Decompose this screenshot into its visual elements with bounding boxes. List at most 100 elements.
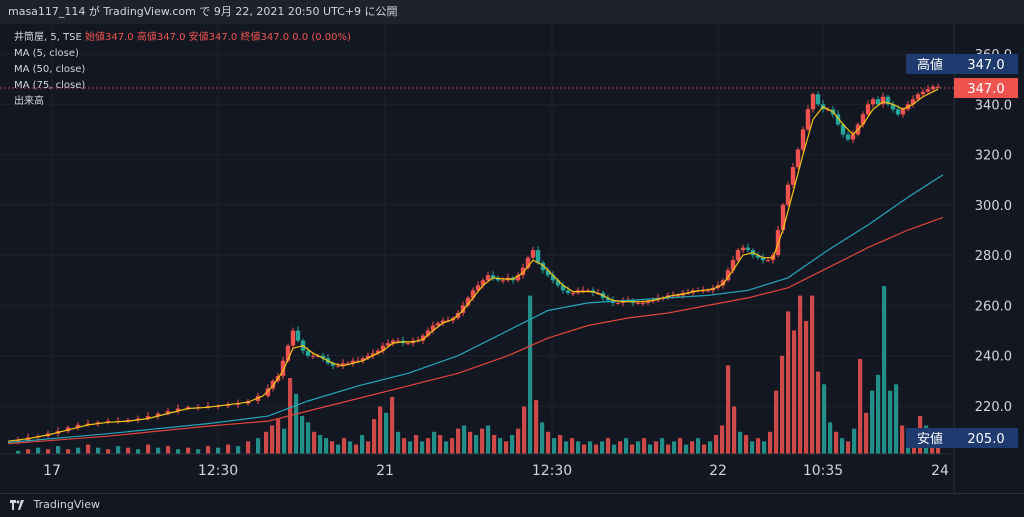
volume-bar (414, 434, 419, 454)
ma5-line (7, 88, 939, 442)
price-chart[interactable]: 360.0340.0320.0300.0280.0260.0240.0220.0… (0, 24, 1024, 493)
volume-bar (408, 441, 413, 454)
volume-bar (618, 441, 623, 454)
volume-bar (300, 415, 305, 454)
candle-body (405, 343, 411, 345)
volume-bar (732, 406, 737, 454)
volume-bar (900, 425, 905, 454)
volume-bar (672, 441, 677, 454)
volume-bar (276, 419, 281, 454)
candle-body (910, 99, 916, 105)
candle-body (380, 345, 386, 351)
legend-ma75[interactable]: MA (75, close) (14, 80, 86, 91)
volume-bar (264, 431, 269, 454)
volume-bar (714, 434, 719, 454)
candle-body (795, 149, 801, 168)
volume-bar (136, 449, 141, 454)
candle-body (395, 340, 401, 342)
candle-body (580, 290, 586, 292)
candle-body (360, 358, 366, 361)
volume-bar (666, 444, 671, 454)
ma75-line (7, 216, 944, 445)
legend-ohlc: 始値347.0 高値347.0 安値347.0 終値347.0 0.0 (0.0… (85, 32, 351, 43)
volume-bar (270, 425, 275, 454)
volume-bar (564, 441, 569, 454)
candle-body (885, 96, 891, 105)
candle-body (95, 422, 101, 424)
candle-body (740, 247, 746, 251)
volume-bar (582, 444, 587, 454)
candle-body (790, 167, 796, 185)
y-tick-label: 340.0 (975, 98, 1012, 113)
legend-ma50[interactable]: MA (50, close) (14, 64, 86, 75)
candle-body (730, 260, 736, 271)
volume-bar (888, 390, 893, 454)
legend-ma5[interactable]: MA (5, close) (14, 48, 79, 59)
legend-volume[interactable]: 出来高 (14, 96, 44, 107)
volume-bar (756, 438, 761, 454)
candle-body (285, 345, 291, 361)
candle-body (295, 330, 301, 341)
volume-bar (576, 441, 581, 454)
candle-body (340, 363, 346, 366)
chart-area[interactable]: 360.0340.0320.0300.0280.0260.0240.0220.0… (0, 24, 1024, 493)
volume-bar (822, 384, 827, 454)
volume-bar (384, 412, 389, 454)
volume-bar (774, 390, 779, 454)
candle-body (390, 340, 396, 344)
volume-bar (786, 311, 791, 454)
y-tick-label: 300.0 (975, 199, 1012, 214)
volume-bar (594, 444, 599, 454)
volume-bar (354, 444, 359, 454)
volume-bar (612, 444, 617, 454)
candle-body (465, 297, 471, 306)
candle-body (525, 257, 531, 268)
volume-bar (708, 441, 713, 454)
candle-body (15, 439, 21, 442)
volume-bar (186, 447, 191, 454)
candle-body (310, 355, 316, 357)
volume-bar (648, 444, 653, 454)
volume-bar (636, 441, 641, 454)
x-tick-label: 12:30 (532, 463, 572, 479)
volume-bar (176, 449, 181, 454)
volume-bar (56, 446, 61, 454)
candle-body (535, 250, 541, 263)
candle-body (745, 247, 751, 251)
x-tick-label: 12:30 (198, 463, 238, 479)
candle-body (520, 267, 526, 276)
volume-bar (510, 434, 515, 454)
legend-symbol-row[interactable]: 井筒屋, 5, TSE 始値347.0 高値347.0 安値347.0 終値34… (14, 30, 351, 46)
volume-bar (226, 444, 231, 454)
candle-body (895, 109, 901, 115)
volume-bar (498, 438, 503, 454)
candle-body (925, 89, 931, 92)
volume-bar (432, 431, 437, 454)
volume-bar (726, 365, 731, 454)
candle-body (65, 427, 71, 432)
volume-bar (426, 438, 431, 454)
candle-body (635, 302, 641, 304)
candle-body (870, 99, 876, 105)
volume-bar (76, 447, 81, 454)
footer-brand: TradingView (33, 498, 100, 511)
high-label: 高値 (917, 57, 943, 73)
volume-bar (236, 446, 241, 454)
volume-bar (624, 438, 629, 454)
candle-body (370, 353, 376, 356)
volume-bar (312, 431, 317, 454)
volume-bar (96, 447, 101, 454)
candle-body (515, 275, 521, 281)
candle-body (205, 406, 211, 408)
volume-bar (106, 449, 111, 454)
candle-body (640, 302, 646, 304)
candle-body (785, 184, 791, 205)
volume-bar (294, 393, 299, 454)
volume-bar (852, 428, 857, 454)
volume-bar (750, 441, 755, 454)
candle-body (805, 109, 811, 130)
volume-bar (16, 450, 21, 454)
volume-bar (588, 441, 593, 454)
volume-bar (678, 438, 683, 454)
candle-body (440, 320, 446, 324)
